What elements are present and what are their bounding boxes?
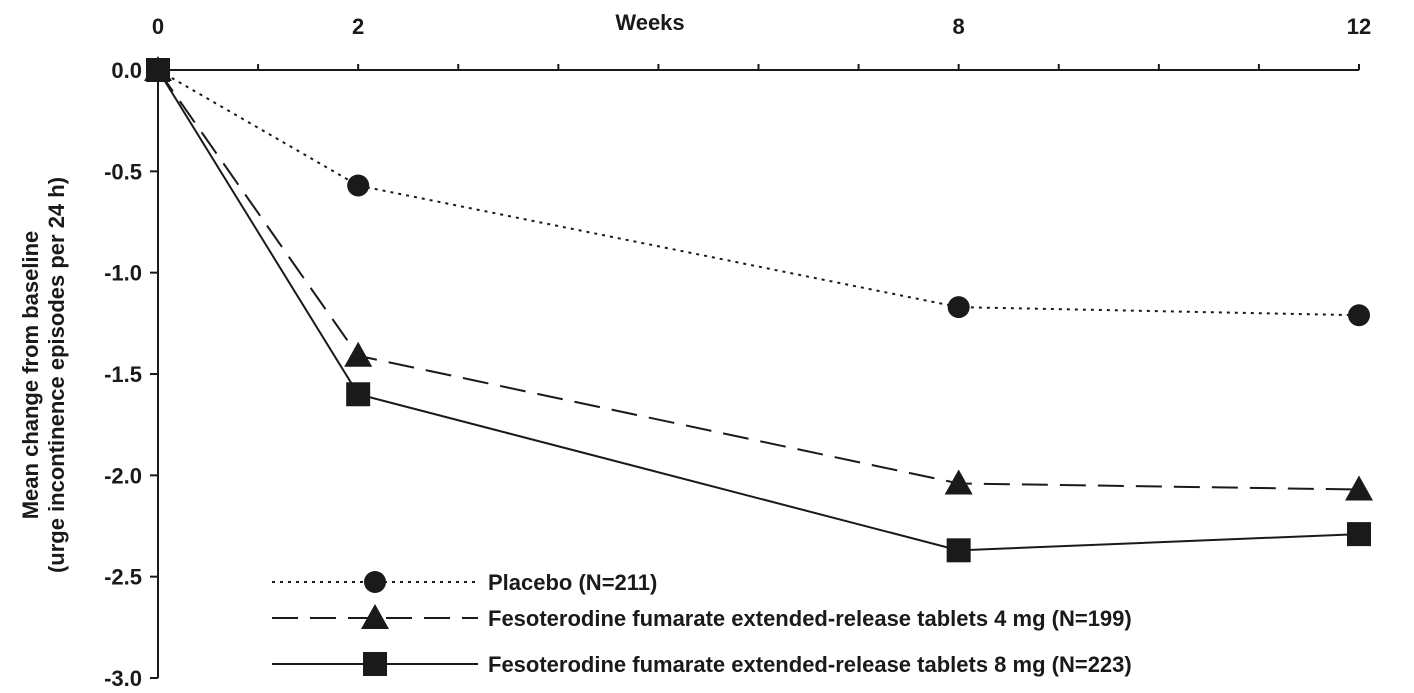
x-tick-label: 2 xyxy=(352,14,364,39)
x-axis-title: Weeks xyxy=(615,10,684,35)
x-tick-label: 12 xyxy=(1347,14,1371,39)
legend-label: Fesoterodine fumarate extended-release t… xyxy=(488,606,1132,631)
legend-marker-square xyxy=(363,652,387,676)
y-axis-title-line-2: (urge incontinence episodes per 24 h) xyxy=(44,177,69,573)
y-tick-label: -1.0 xyxy=(104,261,142,286)
y-tick-label: 0.0 xyxy=(111,58,142,83)
series-line-square xyxy=(157,69,1360,552)
data-point-square xyxy=(1347,522,1371,547)
data-point-circle xyxy=(947,296,970,319)
x-tick-label: 0 xyxy=(152,14,164,39)
data-point-triangle xyxy=(344,341,373,367)
series-line-circle xyxy=(157,69,1360,317)
data-point-circle xyxy=(1348,304,1370,327)
y-tick-label: -2.5 xyxy=(104,565,142,590)
data-point-square xyxy=(346,382,371,407)
y-tick-label: -1.5 xyxy=(104,362,142,387)
legend-label: Placebo (N=211) xyxy=(488,570,657,595)
y-tick-label: -0.5 xyxy=(104,159,142,184)
data-point-square xyxy=(146,58,170,82)
data-point-circle xyxy=(347,174,370,197)
legend-marker-circle xyxy=(364,571,386,593)
data-point-square xyxy=(946,538,971,563)
y-tick-label: -2.0 xyxy=(104,463,142,488)
data-point-triangle xyxy=(944,469,973,495)
legend-marker-triangle xyxy=(361,604,389,629)
data-point-triangle xyxy=(1345,475,1373,501)
y-axis-title-line-1: Mean change from baseline xyxy=(18,231,43,520)
series-line-triangle xyxy=(157,69,1360,491)
legend-label: Fesoterodine fumarate extended-release t… xyxy=(488,652,1132,677)
y-tick-label: -3.0 xyxy=(104,666,142,688)
x-tick-label: 8 xyxy=(953,14,965,39)
